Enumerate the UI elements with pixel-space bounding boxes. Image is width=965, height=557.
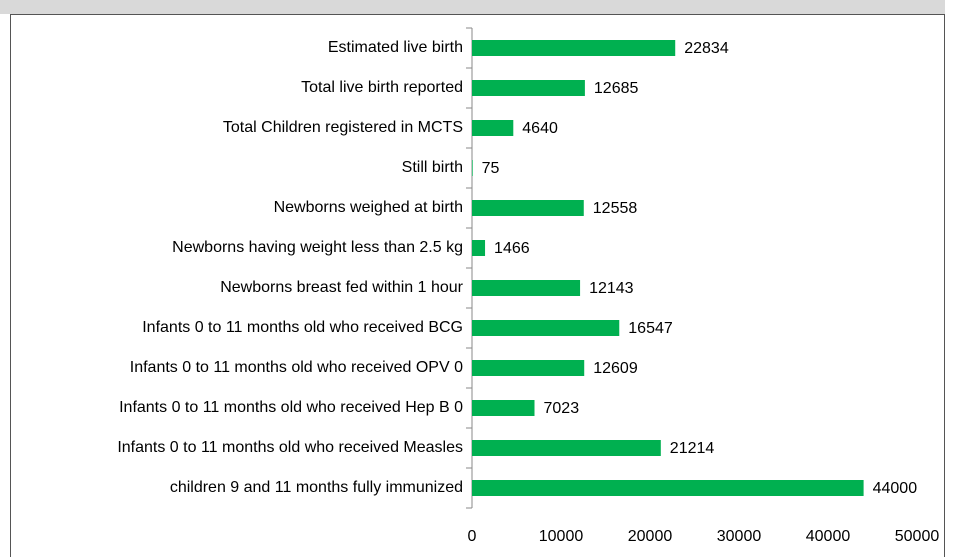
data-label: 22834 xyxy=(684,40,729,57)
bar xyxy=(472,360,585,376)
data-label: 12143 xyxy=(589,280,634,297)
top-strip xyxy=(0,0,945,14)
y-tick-label: Infants 0 to 11 months old who received … xyxy=(130,359,463,376)
y-tick-label: Newborns weighed at birth xyxy=(274,199,463,216)
y-tick-label: Still birth xyxy=(402,159,463,176)
data-label: 16547 xyxy=(628,320,673,337)
bar xyxy=(472,480,864,496)
x-tick-label: 0 xyxy=(468,528,477,545)
data-label: 7023 xyxy=(544,400,580,417)
y-tick-label: Newborns breast fed within 1 hour xyxy=(220,279,463,296)
x-tick-label: 30000 xyxy=(717,528,762,545)
bar xyxy=(472,320,620,336)
y-tick-label: Infants 0 to 11 months old who received … xyxy=(119,399,463,416)
bar xyxy=(472,400,535,416)
bar xyxy=(472,80,585,96)
y-tick-label: children 9 and 11 months fully immunized xyxy=(170,479,463,496)
x-tick-label: 10000 xyxy=(539,528,584,545)
bar xyxy=(472,240,486,256)
bar xyxy=(472,440,661,456)
y-tick-label: Estimated live birth xyxy=(328,39,463,56)
bar xyxy=(472,280,581,296)
data-label: 44000 xyxy=(873,480,918,497)
bar xyxy=(472,40,676,56)
y-tick-label: Infants 0 to 11 months old who received … xyxy=(117,439,463,456)
data-label: 12558 xyxy=(593,200,638,217)
data-label: 21214 xyxy=(670,440,715,457)
y-tick-label: Total Children registered in MCTS xyxy=(223,119,463,136)
bar xyxy=(472,120,514,136)
data-label: 1466 xyxy=(494,240,530,257)
data-label: 12685 xyxy=(594,80,639,97)
bar xyxy=(472,160,473,176)
bar xyxy=(472,200,584,216)
y-tick-label: Infants 0 to 11 months old who received … xyxy=(142,319,463,336)
x-tick-label: 20000 xyxy=(628,528,673,545)
x-tick-label: 50000 xyxy=(895,528,940,545)
y-tick-label: Newborns having weight less than 2.5 kg xyxy=(172,239,463,256)
y-tick-label: Total live birth reported xyxy=(301,79,463,96)
data-label: 75 xyxy=(482,160,500,177)
data-label: 12609 xyxy=(593,360,638,377)
data-label: 4640 xyxy=(522,120,558,137)
x-tick-label: 40000 xyxy=(806,528,851,545)
